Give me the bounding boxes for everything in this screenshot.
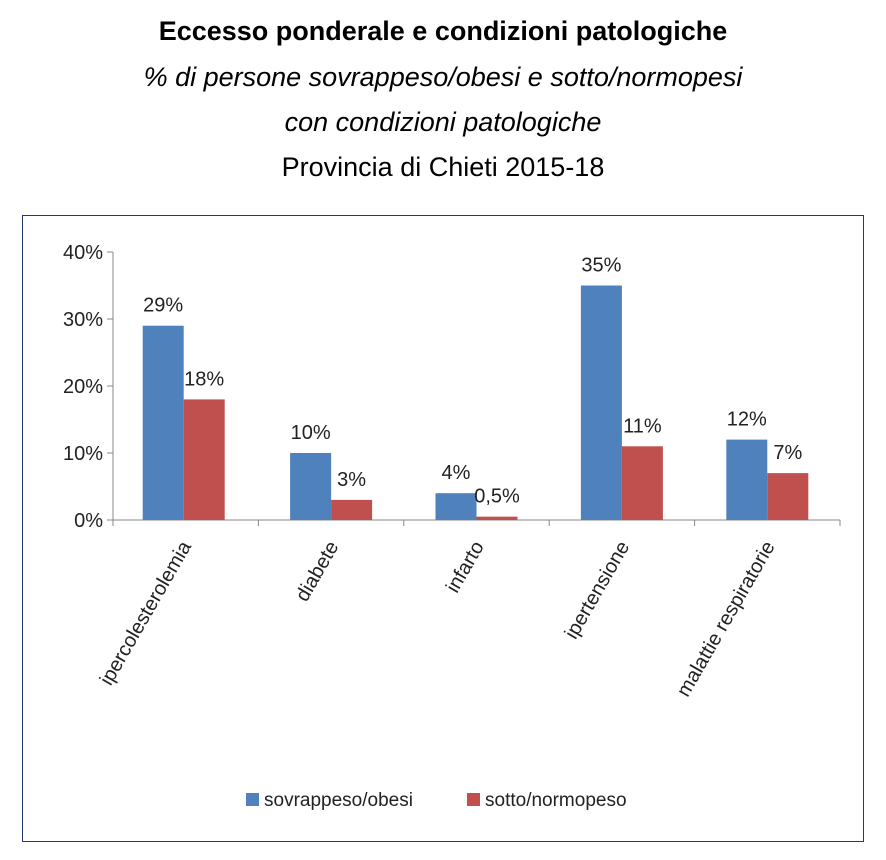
bar-sovrappeso	[435, 493, 477, 520]
legend-label: sovrappeso/obesi	[264, 790, 413, 811]
x-category-label: malattie respiratorie	[673, 538, 780, 701]
y-tick-label: 30%	[63, 309, 103, 331]
bar-normopeso	[183, 399, 225, 520]
chart-title: Eccesso ponderale e condizioni patologic…	[158, 16, 728, 46]
x-category-label: infarto	[442, 538, 489, 597]
chart-subtitle-line-1: % di persone sovrappeso/obesi e sotto/no…	[143, 62, 743, 92]
x-category-label: ipercolesterolemia	[96, 537, 197, 689]
data-label: 11%	[623, 415, 662, 437]
data-label: 18%	[184, 368, 224, 390]
bar-sovrappeso	[580, 285, 622, 520]
data-label: 3%	[337, 469, 366, 491]
bar-sovrappeso	[142, 325, 184, 520]
data-label: 7%	[773, 442, 802, 464]
data-label: 12%	[727, 409, 767, 431]
bar-normopeso	[767, 473, 809, 520]
x-category-label: diabete	[292, 538, 344, 606]
y-tick-label: 10%	[63, 443, 103, 465]
data-label: 35%	[581, 255, 621, 277]
y-tick-label: 20%	[63, 376, 103, 398]
data-label: 29%	[143, 295, 183, 317]
bar-normopeso	[621, 446, 663, 520]
bar-normopeso	[476, 516, 518, 520]
y-tick-label: 40%	[63, 242, 103, 264]
data-label: 0,5%	[474, 486, 520, 508]
data-label: 10%	[291, 422, 331, 444]
bar-sovrappeso	[726, 439, 768, 520]
chart-subtitle-province: Provincia di Chieti 2015-18	[281, 152, 605, 182]
chart-subtitle-line-2: con condizioni patologiche	[284, 107, 602, 137]
bar-normopeso	[331, 499, 373, 520]
legend-label: sotto/normopeso	[485, 790, 627, 811]
chart-frame	[22, 215, 864, 842]
data-label: 4%	[442, 462, 471, 484]
x-category-label: ipertensione	[561, 538, 635, 643]
legend-swatch	[246, 793, 259, 806]
bar-sovrappeso	[290, 453, 332, 520]
y-tick-label: 0%	[74, 510, 103, 532]
legend-swatch	[467, 793, 480, 806]
